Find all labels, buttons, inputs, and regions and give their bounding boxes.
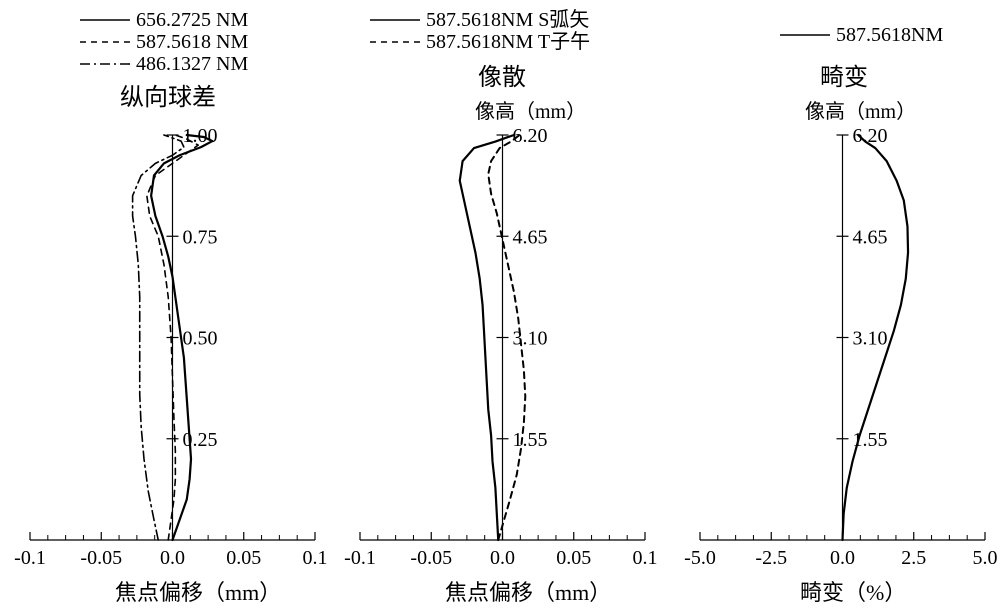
legend-label: 587.5618NM S弧矢 [426, 8, 589, 31]
y-header: 像高（mm） [475, 100, 586, 123]
legend-label: 656.2725 NM [136, 9, 248, 31]
y-tick-label: 0.75 [183, 226, 218, 248]
y-tick-label: 0.50 [183, 328, 218, 350]
x-tick-label: 0.1 [303, 547, 328, 569]
x-tick-label: 0.0 [830, 547, 855, 569]
x-tick-label: 0.05 [226, 547, 261, 569]
y-tick-label: 3.10 [853, 328, 888, 350]
x-tick-label: 5.0 [973, 547, 998, 569]
legend-label: 587.5618NM T子午 [426, 30, 590, 53]
legend-label: 486.1327 NM [136, 53, 248, 75]
x-tick-label: 0.1 [633, 547, 658, 569]
legend-label: 587.5618NM [836, 24, 943, 46]
x-tick-label: 0.0 [160, 547, 185, 569]
x-tick-label: -0.05 [80, 547, 122, 569]
legend-label: 587.5618 NM [136, 31, 248, 53]
y-header: 像高（mm） [805, 100, 916, 123]
panel-title: 畸变 [820, 64, 868, 91]
x-tick-label: 0.05 [556, 547, 591, 569]
x-label: 焦点偏移（mm） [115, 580, 281, 605]
panel-title: 纵向球差 [120, 84, 216, 111]
x-tick-label: -0.05 [410, 547, 452, 569]
x-tick-label: -5.0 [684, 547, 716, 569]
x-tick-label: -2.5 [755, 547, 787, 569]
y-tick-label: 4.65 [513, 226, 548, 248]
y-tick-label: 0.25 [183, 429, 218, 451]
x-tick-label: 0.0 [490, 547, 515, 569]
y-tick-label: 4.65 [853, 226, 888, 248]
x-tick-label: -0.1 [344, 547, 376, 569]
x-label: 畸变（%） [800, 580, 906, 605]
x-tick-label: -0.1 [14, 547, 46, 569]
x-label: 焦点偏移（mm） [445, 580, 611, 605]
optical-aberration-figure: 656.2725 NM587.5618 NM486.1327 NM 纵向球差 -0.… [0, 0, 1000, 613]
y-tick-label: 1.55 [513, 429, 548, 451]
y-tick-label: 3.10 [513, 328, 548, 350]
chart-svg: 656.2725 NM587.5618 NM486.1327 NM 纵向球差 -0.… [0, 0, 1000, 613]
panel-title: 像散 [478, 64, 526, 91]
x-tick-label: 2.5 [901, 547, 926, 569]
